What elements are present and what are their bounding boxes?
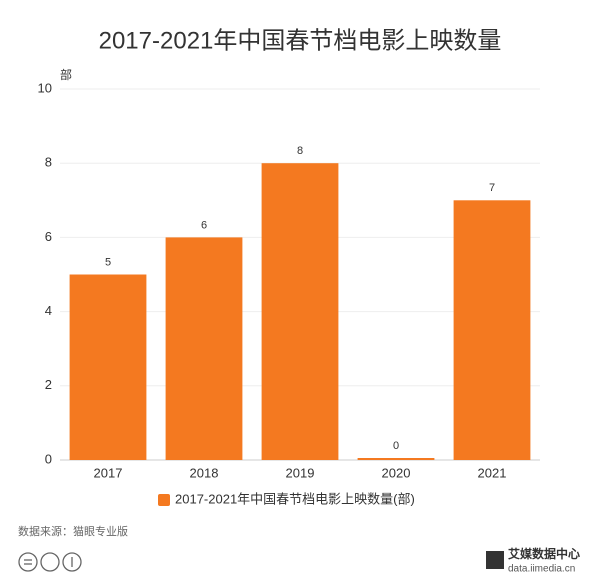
y-tick-label: 8 (45, 155, 52, 170)
source: 数据来源：猫眼专业版 (18, 524, 128, 538)
y-tick-label: 0 (45, 451, 52, 466)
value-label: 0 (393, 440, 399, 452)
value-label: 7 (489, 182, 495, 194)
bar (453, 200, 531, 461)
bar (69, 274, 147, 460)
value-label: 8 (297, 145, 303, 157)
logo-url: data.iimedia.cn (508, 564, 575, 575)
value-label: 5 (105, 256, 111, 268)
x-tick-label: 2017 (94, 465, 123, 480)
x-tick-label: 2020 (382, 465, 411, 480)
y-tick-label: 6 (45, 229, 52, 244)
chart-title: 2017-2021年中国春节档电影上映数量 (99, 27, 502, 54)
license-icons (18, 552, 82, 572)
legend-label: 2017-2021年中国春节档电影上映数量(部) (175, 491, 415, 506)
logo-name: 艾媒数据中心 (508, 546, 580, 561)
value-label: 6 (201, 219, 207, 231)
x-tick-label: 2021 (478, 465, 507, 480)
y-unit: 部 (60, 67, 72, 82)
logo-icon (486, 551, 504, 569)
x-tick-label: 2019 (286, 465, 315, 480)
bar (357, 458, 435, 460)
legend-swatch (158, 494, 170, 506)
y-tick-label: 10 (38, 80, 52, 95)
bar (165, 237, 243, 460)
y-tick-label: 4 (45, 303, 52, 318)
x-tick-label: 2018 (190, 465, 219, 480)
y-tick-label: 2 (45, 377, 52, 392)
bar (261, 163, 339, 460)
